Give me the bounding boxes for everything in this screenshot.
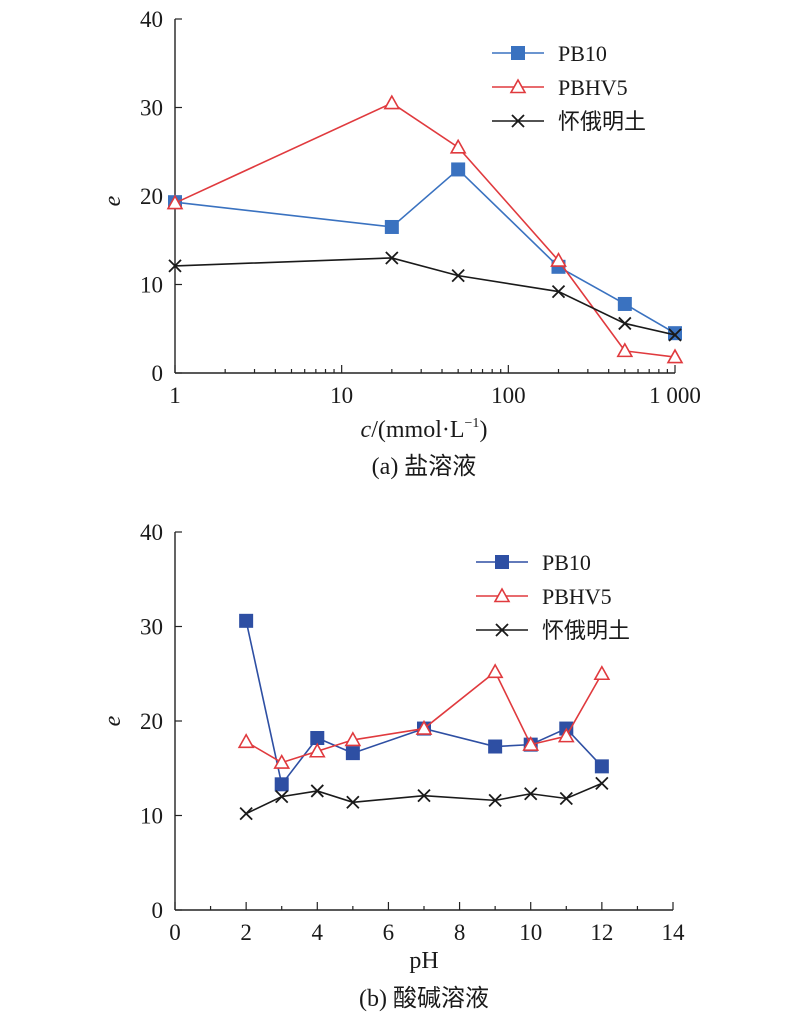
chart-a-x-tick-label: 10 bbox=[330, 383, 353, 408]
chart-b-x-tick-label: 0 bbox=[169, 920, 181, 945]
chart-a-caption: (a) 盐溶液 bbox=[372, 453, 477, 480]
chart-a-legend: PB10 PBHV5 怀俄明土 bbox=[492, 41, 646, 134]
chart-b-wyoming-point bbox=[417, 789, 431, 803]
chart-b-legend-pbhv5-label: PBHV5 bbox=[542, 584, 612, 609]
chart-a-wyoming-point bbox=[385, 251, 399, 265]
chart-b-pb10-line bbox=[245, 620, 603, 787]
chart-b-pbhv5-point bbox=[593, 665, 611, 681]
chart-b-pbhv5-point bbox=[486, 663, 504, 679]
chart-a-x-axis-label: c/(mmol·L−1) bbox=[361, 416, 488, 443]
chart-b-y-tick-label: 30 bbox=[140, 615, 163, 640]
chart-b-pbhv5-point bbox=[273, 753, 291, 769]
chart-b-legend-wyoming-label: 怀俄明土 bbox=[542, 618, 630, 643]
chart-b-pb10-point bbox=[239, 613, 254, 628]
chart-a-legend-pb10-marker bbox=[511, 46, 525, 60]
chart-a-pb10-line bbox=[174, 168, 676, 334]
chart-a-pb10-point bbox=[384, 219, 399, 234]
chart-a-y-tick-label: 20 bbox=[140, 184, 163, 209]
chart-b-y-tick-label: 20 bbox=[140, 709, 163, 734]
chart-b-y-tick-label: 0 bbox=[152, 898, 164, 923]
chart-b-pbhv5-point bbox=[344, 731, 362, 747]
chart-a-y-axis-label: e bbox=[100, 195, 126, 206]
chart-b-pb10-point bbox=[488, 739, 503, 754]
chart-b-wyoming-point bbox=[310, 784, 324, 798]
chart-a-legend-pb10-label: PB10 bbox=[558, 41, 607, 66]
chart-b-x-tick-label: 10 bbox=[519, 920, 542, 945]
chart-b-caption: (b) 酸碱溶液 bbox=[359, 985, 489, 1012]
chart-b-x-tick-label: 6 bbox=[383, 920, 395, 945]
chart-a-wyoming-point bbox=[668, 328, 682, 342]
chart-b-pb10-point bbox=[345, 746, 360, 761]
chart-a-wyoming-point bbox=[451, 269, 465, 283]
chart-a-y-tick-label: 10 bbox=[140, 273, 163, 298]
chart-b-x-tick-label: 8 bbox=[454, 920, 466, 945]
chart-b-pbhv5-point bbox=[415, 719, 433, 735]
chart-b-series bbox=[237, 613, 611, 821]
chart-b-x-tick-label: 14 bbox=[662, 920, 686, 945]
chart-a-wyoming-point bbox=[551, 284, 566, 299]
chart-b-legend-wyoming-marker bbox=[495, 623, 509, 637]
chart-a-legend-pbhv5-marker bbox=[509, 78, 527, 94]
chart-b-wyoming-point bbox=[346, 795, 360, 809]
chart-a-pbhv5-point bbox=[166, 194, 184, 210]
chart-b-pbhv5-point bbox=[308, 742, 326, 758]
chart-b-legend-pbhv5-marker bbox=[493, 587, 511, 603]
chart-b-pbhv5-line bbox=[245, 670, 603, 764]
chart-a-y-tick-label: 40 bbox=[140, 7, 163, 32]
chart-a-wyoming-point bbox=[618, 316, 632, 331]
chart-b-legend-pb10-label: PB10 bbox=[542, 550, 591, 575]
chart-b-wyoming-point bbox=[275, 789, 289, 804]
chart-b-wyoming-point bbox=[488, 793, 502, 808]
chart-b-legend-pb10-marker bbox=[495, 555, 509, 569]
chart-a-pbhv5-point bbox=[383, 94, 401, 110]
chart-a-legend-wyoming-marker bbox=[511, 114, 525, 128]
chart-b-pb10-point bbox=[274, 777, 289, 792]
chart-b-pb10-point bbox=[594, 759, 609, 774]
chart-b-pb10-point bbox=[310, 731, 325, 746]
chart-a-salt-solution: 0 10 20 30 40 1 10 100 1 000 PB10 PBHV5 怀俄明土 e c/(… bbox=[100, 7, 701, 480]
chart-a-legend-pbhv5-label: PBHV5 bbox=[558, 75, 628, 100]
chart-b-y-axis-label: e bbox=[100, 715, 126, 726]
chart-a-wyoming-point bbox=[168, 259, 182, 273]
chart-a-series bbox=[166, 94, 684, 364]
chart-a-x-tick-label: 1 bbox=[169, 383, 181, 408]
chart-b-wyoming-point bbox=[239, 806, 253, 821]
chart-b-pbhv5-point bbox=[522, 735, 540, 751]
chart-b-wyoming-point bbox=[524, 787, 538, 801]
chart-b-pbhv5-point bbox=[557, 727, 575, 743]
chart-b-wyoming-line bbox=[245, 782, 603, 815]
chart-a-x-tick-label: 100 bbox=[491, 383, 526, 408]
chart-b-y-tick-label: 10 bbox=[140, 804, 163, 829]
chart-a-wyoming-line bbox=[174, 257, 676, 336]
chart-a-y-tick-label: 30 bbox=[140, 96, 163, 121]
chart-b-wyoming-point bbox=[595, 776, 609, 791]
chart-b-x-tick-label: 12 bbox=[590, 920, 613, 945]
chart-b-y-tick-label: 40 bbox=[140, 520, 163, 545]
chart-a-pbhv5-point bbox=[616, 342, 634, 358]
chart-a-pbhv5-point bbox=[449, 138, 467, 154]
chart-a-y-tick-label: 0 bbox=[152, 361, 164, 386]
chart-a-pb10-point bbox=[617, 296, 632, 311]
chart-b-axes: 0 10 20 30 40 0 2 4 6 8 10 12 14 bbox=[140, 520, 685, 945]
chart-a-pbhv5-point bbox=[666, 348, 684, 364]
chart-a-pbhv5-point bbox=[550, 251, 567, 267]
chart-a-pbhv5-line bbox=[174, 102, 676, 358]
chart-b-pbhv5-point bbox=[237, 733, 255, 749]
chart-b-legend: PB10 PBHV5 怀俄明土 bbox=[476, 550, 630, 643]
chart-b-wyoming-point bbox=[559, 791, 573, 806]
chart-a-x-tick-label: 1 000 bbox=[649, 383, 701, 408]
chart-b-x-tick-label: 4 bbox=[312, 920, 324, 945]
chart-a-pb10-point bbox=[451, 162, 466, 177]
chart-a-axes: 0 10 20 30 40 1 10 100 1 000 bbox=[140, 7, 701, 408]
chart-b-x-axis-label: pH bbox=[409, 948, 438, 974]
chart-b-x-tick-label: 2 bbox=[240, 920, 252, 945]
chart-a-legend-wyoming-label: 怀俄明土 bbox=[558, 109, 646, 134]
